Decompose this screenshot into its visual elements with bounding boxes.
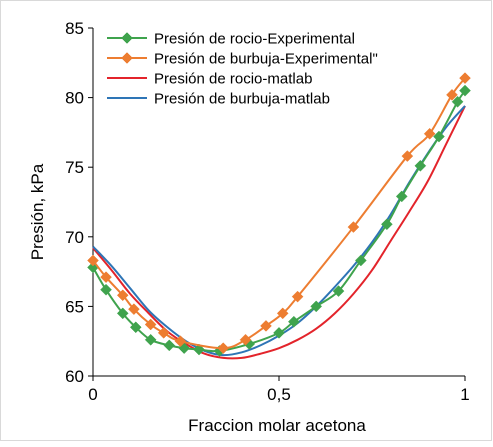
data-point <box>401 150 414 162</box>
series-layer <box>87 72 471 360</box>
data-point <box>174 335 187 348</box>
data-point <box>310 300 323 313</box>
data-point <box>100 283 112 296</box>
legend-marker <box>121 32 133 44</box>
legend: Presión de rocio-Experimental Presión de … <box>107 31 378 108</box>
data-point <box>128 303 140 316</box>
data-point <box>144 318 157 331</box>
data-point <box>459 84 471 97</box>
x-tick-label: 0,5 <box>267 385 291 404</box>
data-point <box>291 290 304 303</box>
legend-marker <box>121 52 133 64</box>
data-point <box>129 321 142 334</box>
data-point <box>276 307 289 320</box>
data-point <box>116 307 129 320</box>
data-point <box>288 315 300 328</box>
legend-item: Presión de burbuja-matlab <box>107 91 330 108</box>
data-point <box>163 339 176 352</box>
series-1 <box>87 72 471 355</box>
data-point <box>381 218 393 231</box>
y-tick-label: 65 <box>65 297 84 316</box>
y-tick-label: 85 <box>65 19 84 38</box>
x-tick-label: 1 <box>460 385 469 404</box>
y-tick-label: 70 <box>65 228 84 247</box>
data-point <box>446 88 458 101</box>
data-point <box>239 333 252 346</box>
legend-label: Presión de rocio-matlab <box>154 71 312 88</box>
series-0 <box>87 84 471 357</box>
legend-item: Presión de burbuja-Experimental" <box>107 51 378 68</box>
x-axis-title: Fraccion molar acetona <box>188 416 366 435</box>
data-point <box>423 127 436 140</box>
data-point <box>217 342 230 355</box>
data-point <box>332 285 345 297</box>
y-tick-label: 80 <box>65 89 84 108</box>
legend-label: Presión de rocio-Experimental <box>154 31 355 48</box>
legend-item: Presión de rocio-matlab <box>107 71 312 88</box>
data-point <box>459 72 471 84</box>
data-point <box>354 254 367 267</box>
data-point <box>157 326 170 339</box>
y-tick-label: 75 <box>65 158 84 177</box>
legend-item: Presión de rocio-Experimental <box>107 31 355 48</box>
series-line <box>92 105 466 360</box>
data-point <box>260 320 272 332</box>
data-point <box>87 254 99 267</box>
data-point <box>451 95 464 108</box>
data-point <box>116 289 129 302</box>
y-axis-title: Presión, kPa <box>28 163 47 260</box>
data-point <box>395 190 408 203</box>
data-point <box>100 271 112 284</box>
legend-label: Presión de burbuja-matlab <box>154 91 330 108</box>
data-point <box>273 326 285 339</box>
data-point <box>144 333 157 346</box>
legend-label: Presión de burbuja-Experimental" <box>154 51 378 68</box>
y-tick-label: 60 <box>65 367 84 386</box>
data-point <box>347 221 360 233</box>
x-tick-label: 0 <box>88 385 97 404</box>
data-point <box>433 130 445 143</box>
axes: 60 65 70 75 80 85 0 0,5 1 <box>65 19 470 404</box>
series-2 <box>92 105 466 360</box>
data-point <box>414 159 427 172</box>
